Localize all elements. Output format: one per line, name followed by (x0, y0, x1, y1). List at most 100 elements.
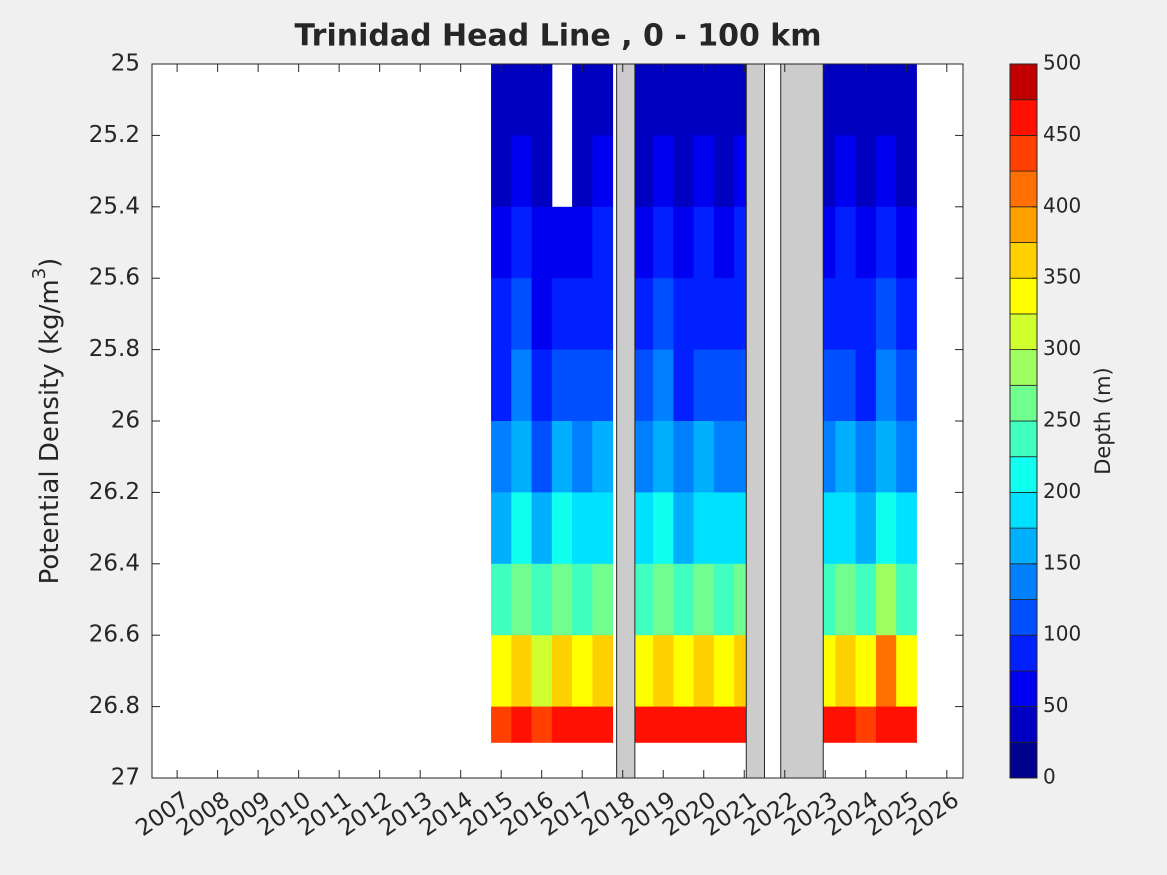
contour-cell (855, 563, 877, 636)
contour-cell (531, 278, 553, 351)
contour-cell (896, 635, 917, 708)
contour-cell (572, 421, 593, 493)
contour-cell (531, 206, 553, 279)
contour-cell (673, 635, 695, 708)
contour-cell (653, 206, 674, 279)
contour-cell (572, 206, 593, 279)
colorbar-segment (1009, 599, 1038, 636)
contour-cell (835, 349, 857, 422)
contour-cell (693, 563, 715, 636)
colorbar-segment (1009, 349, 1038, 386)
contour-cell (491, 278, 512, 351)
contour-cell (653, 492, 674, 565)
contour-cell (491, 563, 512, 636)
contour-cell (693, 64, 715, 136)
y-label-end: ) (35, 258, 65, 268)
contour-cell (673, 278, 695, 351)
contour-cell (592, 278, 614, 351)
colorbar-segment (1009, 206, 1038, 243)
contour-cell (491, 135, 512, 208)
colorbar-tick-label: 450 (1043, 122, 1081, 146)
contour-cell (592, 492, 614, 565)
contour-cell (632, 563, 654, 636)
contour-cell (551, 349, 573, 422)
colorbar-tick-label: 500 (1043, 51, 1081, 75)
contour-cell (572, 492, 593, 565)
colorbar-tick-label: 400 (1043, 193, 1081, 217)
contour-cell (632, 635, 654, 708)
contour-cell (875, 563, 897, 636)
contour-cell (511, 278, 533, 351)
contour-cell (855, 635, 877, 708)
contour-cell (896, 563, 917, 636)
contour-cell (491, 349, 512, 422)
contour-cell (592, 635, 614, 708)
contour-cell (713, 349, 735, 422)
contour-cell (835, 563, 857, 636)
y-label-text: Potential Density (kg/m (35, 279, 65, 584)
chart-title: Trinidad Head Line , 0 - 100 km (294, 19, 821, 54)
contour-cell (835, 706, 857, 743)
contour-cell (531, 635, 553, 708)
colorbar-tick-label: 150 (1043, 550, 1081, 574)
contour-cell (491, 706, 512, 743)
contour-cell (653, 635, 674, 708)
y-tick-label: 25.6 (89, 265, 140, 291)
contour-cell (855, 278, 877, 351)
no-data-gap (745, 63, 766, 779)
contour-cell (531, 563, 553, 636)
contour-cell (531, 421, 553, 493)
colorbar-segment (1009, 420, 1038, 458)
colorbar-segment (1009, 527, 1038, 565)
contour-cell (693, 492, 715, 565)
colorbar-tick-label: 100 (1043, 622, 1081, 646)
contour-cell (572, 64, 593, 136)
contour-cell (511, 206, 533, 279)
contour-cell (592, 563, 614, 636)
contour-cell (572, 349, 593, 422)
contour-cell (653, 135, 674, 208)
contour-cell (632, 421, 654, 493)
contour-cell (632, 278, 654, 351)
contour-cell (835, 278, 857, 351)
y-tick-label: 26.2 (89, 479, 140, 505)
contour-cell (632, 349, 654, 422)
y-tick-label: 26.6 (89, 622, 140, 648)
contour-cell (713, 492, 735, 565)
contour-cell (511, 421, 533, 493)
contour-cell (491, 635, 512, 708)
contour-cell (875, 206, 897, 279)
contour-cell (511, 492, 533, 565)
colorbar-segment (1009, 563, 1038, 600)
contour-cell (693, 206, 715, 279)
no-data-gap (780, 63, 824, 779)
contour-cell (693, 421, 715, 493)
colorbar-segment (1009, 456, 1038, 493)
contour-cell (572, 135, 593, 208)
contour-cell (713, 563, 735, 636)
contour-cell (653, 349, 674, 422)
contour-cell (572, 706, 593, 743)
colorbar-segment (1009, 99, 1038, 136)
contour-cell (632, 492, 654, 565)
colorbar-segment (1009, 242, 1038, 279)
contour-cell (653, 706, 674, 743)
y-label-sup: 3 (29, 268, 50, 279)
contour-cell (551, 492, 573, 565)
contour-cell (592, 64, 614, 136)
colorbar-tick-label: 50 (1043, 693, 1068, 717)
contour-cell (835, 64, 857, 136)
contour-cell (875, 492, 897, 565)
colorbar-segment (1009, 670, 1038, 708)
contour-cell (693, 135, 715, 208)
contour-cell (855, 135, 877, 208)
y-tick-label: 26 (111, 408, 140, 434)
colorbar-tick-label: 350 (1043, 265, 1081, 289)
contour-cell (693, 706, 715, 743)
colorbar-segment (1009, 63, 1038, 101)
contour-cell (632, 206, 654, 279)
contour-cell (491, 64, 512, 136)
no-data-gap (616, 63, 636, 779)
contour-cell (855, 492, 877, 565)
contour-cell (572, 563, 593, 636)
